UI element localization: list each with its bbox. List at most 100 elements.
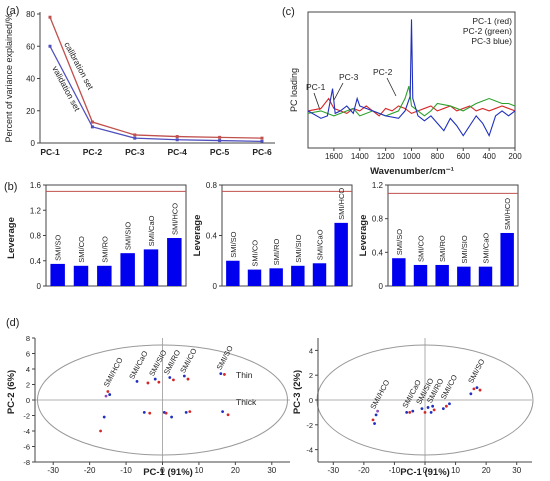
panel-d-group-label: SMI/CaO: [127, 349, 150, 381]
panel-d-score-point: [431, 404, 435, 408]
panel-b-y-tick-label: 0.4: [30, 257, 42, 266]
panel-d2-x-label: PC-1 (91%): [400, 467, 450, 478]
panel-d-score-point: [104, 394, 108, 398]
panel-d-score-point: [146, 381, 150, 385]
panel-a-x-tick-label: PC-1: [40, 147, 60, 157]
panel-c-loading-line: [307, 86, 516, 117]
panel-d-score-point: [478, 388, 482, 392]
panel-a-point: [260, 136, 264, 140]
panel-b-frame: [221, 184, 353, 287]
panel-b-bar: [457, 266, 471, 286]
legend-pc3: PC-3 blue): [471, 36, 512, 46]
panel-c-loading-line: [307, 97, 516, 117]
panel-d-x-tick-label: 30: [512, 466, 521, 475]
panel-c-y-label: PC loading: [289, 68, 299, 112]
panel-d-y-tick-label: -8: [23, 458, 30, 467]
panel-d-score-point: [102, 415, 106, 419]
panel-d-score-point: [423, 411, 427, 414]
panel-b-y-label: Leverage: [192, 215, 203, 257]
panel-d-y-tick-label: 0: [309, 396, 313, 405]
panel-label-b: (b): [4, 181, 17, 193]
panel-d-score-point: [411, 409, 415, 413]
panel-d-score-point: [469, 392, 473, 396]
panel-d-score-point: [186, 377, 190, 381]
panel-a-point: [48, 44, 52, 48]
panel-b-bar-label: SMI/SO: [395, 229, 404, 255]
panel-d-score-point: [445, 404, 448, 408]
panel-a-y-tick-label: 80: [26, 10, 35, 19]
panel-b-bar-label: SMI/CO: [417, 235, 426, 262]
panel-d-score-point: [219, 372, 223, 376]
panel-b-bar-label: SMI/CaO: [316, 229, 325, 260]
legend-pc2: PC-2 (green): [463, 26, 512, 36]
panel-b-bar: [247, 269, 262, 286]
panel-a-point: [175, 138, 179, 142]
panel-d-x-tick-label: -30: [47, 466, 59, 475]
panel-a-variance-chart: Percent of variance explained/% calibrat…: [4, 10, 275, 157]
panel-d-score-point: [106, 390, 110, 393]
panel-b-bar-label: SMI/SO: [54, 234, 63, 260]
panel-label-c: (c): [282, 6, 295, 18]
panel-d-score-point: [99, 429, 102, 433]
panel-b-bar: [478, 266, 493, 286]
panel-d-score-point: [376, 409, 380, 413]
panel-d2-y-label: PC-3 (2%): [292, 370, 303, 414]
panel-a-series-line: [49, 16, 263, 139]
panel-b-bar-label: SMI/RO: [272, 238, 281, 265]
panel-b-bar: [500, 232, 514, 286]
panel-b-y-tick-label: 0: [37, 282, 42, 291]
panel-b-bar: [312, 263, 327, 286]
panel-d-group-label: SMI/SO: [466, 357, 486, 385]
panel-d-y-tick-label: 4: [26, 365, 30, 374]
panel-b-bar: [413, 264, 428, 286]
panel-d-score-point: [184, 411, 188, 414]
panel-d-score-point: [168, 376, 172, 379]
panel-d-y-tick-label: 2: [309, 371, 313, 380]
panel-d-score-point: [182, 374, 186, 378]
panel-b-bar: [334, 222, 348, 286]
panel-b-bar: [120, 253, 135, 286]
panel-d-score-point: [475, 386, 479, 389]
panel-d-x-tick-label: 20: [231, 466, 240, 475]
panel-d-y-tick-label: 0: [26, 396, 30, 405]
panel-b-bar-label: SMI/CaO: [147, 215, 156, 246]
annotation-pc1: PC-1: [306, 82, 326, 92]
panel-c-x-tick-label: 200: [508, 152, 522, 161]
panel-d-score-point: [226, 413, 230, 417]
panel-a-y-tick-label: 40: [26, 75, 35, 84]
panel-b-bar: [73, 265, 89, 286]
panel-b-bar: [291, 265, 305, 286]
panel-d-score-plot-2: PC-3 (2%) PC-1 (91%) -30 -20 -10 0 10 20 30-4-…: [292, 338, 534, 478]
panel-d-score-point: [371, 418, 375, 422]
panel-d-x-tick-label: -10: [389, 466, 401, 475]
panel-d-score-point: [420, 407, 424, 411]
panel-a-x-tick-label: PC-3: [125, 147, 145, 157]
panel-b-leverage-1: Leverage 0 0.4 0.8 1.2 1.6 SMI/SO SMI/CO SMI/RO…: [6, 181, 187, 291]
panel-d-score-point: [405, 411, 409, 414]
panel-c-x-tick-label: 600: [457, 152, 471, 161]
panel-d-score-point: [172, 378, 175, 382]
panel-b-y-label: Leverage: [358, 215, 369, 257]
panel-d-group-label: SMI/SO: [215, 344, 235, 372]
panel-c-x-tick-label: 800: [431, 152, 445, 161]
panel-a-y-tick-label: 60: [26, 42, 35, 51]
panel-b-y-tick-label: 0.4: [206, 232, 218, 241]
panel-d-x-tick-label: 0: [423, 466, 428, 475]
panel-b-bar-label: SMI/CaO: [482, 233, 491, 264]
panel-a-point: [133, 136, 137, 140]
panel-d-y-tick-label: -6: [23, 443, 30, 452]
panel-d-score-point: [108, 393, 112, 396]
panel-d-score-point: [223, 373, 226, 376]
panel-b-y-tick-label: 1.2: [30, 206, 42, 215]
panel-d-score-point: [441, 407, 445, 411]
panel-d-x-tick-label: -20: [84, 466, 96, 475]
panel-a-series-line: [49, 45, 263, 143]
panel-c-x-tick-label: 1200: [377, 152, 395, 161]
panel-b-y-tick-label: 1.6: [30, 181, 42, 190]
panel-d-score-point: [157, 380, 161, 384]
panel-b-bar: [392, 258, 406, 286]
panel-d-score-point: [148, 411, 152, 415]
panel-d-score-point: [472, 387, 476, 391]
panel-b-bar: [50, 263, 65, 286]
panel-d-score-point: [408, 411, 412, 414]
